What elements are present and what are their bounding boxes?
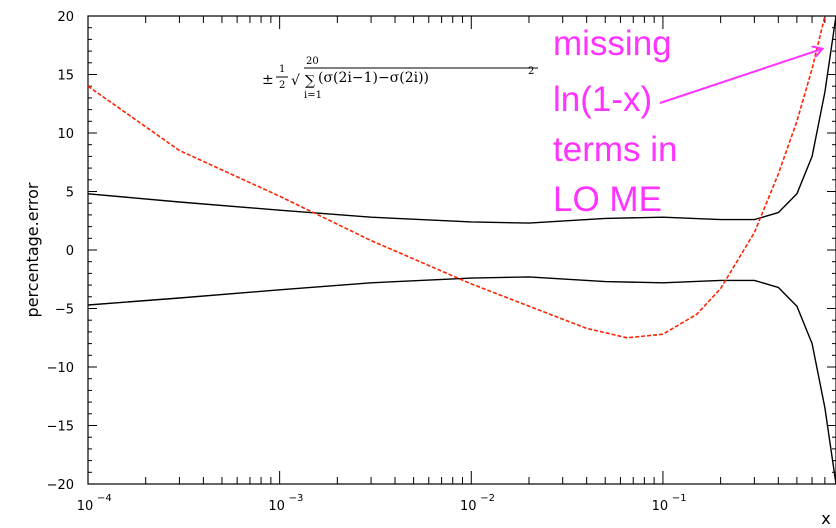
y-tick-label: −5 — [55, 303, 74, 318]
formula-sum-sym: ∑ — [305, 73, 315, 89]
x-tick-label-exponent: −2 — [480, 493, 495, 504]
annotation-line-3: terms in — [553, 130, 677, 169]
annotation-line-2: ln(1-x) — [553, 80, 652, 119]
annotation-arrow — [659, 49, 823, 104]
formula-sqrt: √ — [291, 73, 300, 89]
x-tick-label-exponent: −4 — [97, 493, 112, 504]
formula-pm: ± — [262, 72, 274, 88]
y-tick-label: 20 — [57, 10, 74, 25]
formula-frac-num: 1 — [279, 64, 285, 75]
y-tick-label: 0 — [66, 244, 74, 259]
formula-power: 2 — [528, 66, 534, 77]
formula-frac-den: 2 — [279, 80, 285, 91]
x-tick-label: 10 — [460, 499, 477, 514]
y-tick-label: 5 — [66, 186, 74, 201]
x-tick-label-exponent: −1 — [672, 493, 687, 504]
error-formula: ± 1 2 √ 20 ∑ i=1 (σ(2i−1)−σ(2i)) 2 — [262, 56, 538, 101]
annotation-line-1: missing — [553, 24, 672, 63]
formula-body: (σ(2i−1)−σ(2i)) — [318, 70, 429, 86]
annotation-line-4: LO ME — [553, 180, 662, 219]
formula-sum-bottom: i=1 — [304, 90, 322, 101]
tick-marks — [87, 15, 836, 485]
y-tick-label: 10 — [57, 127, 74, 142]
x-tick-label: 10 — [77, 499, 94, 514]
x-axis-label: x — [821, 509, 830, 528]
series-line-dashed — [87, 15, 826, 339]
series-layer — [87, 15, 836, 485]
series-line-solid-2 — [87, 276, 836, 485]
x-tick-labels: 10−410−310−210−1 — [77, 493, 687, 514]
x-tick-label-exponent: −3 — [289, 493, 304, 504]
formula-sum-top: 20 — [306, 56, 319, 67]
y-tick-labels: 20 15 10 5 0 −5 −10 −15 −20 — [47, 10, 74, 493]
x-tick-label: 10 — [268, 499, 285, 514]
missing-terms-annotation: missing ln(1-x) terms in LO ME — [553, 24, 823, 219]
y-tick-label: −20 — [47, 478, 74, 493]
y-tick-label: −15 — [47, 420, 74, 435]
plot-frame — [87, 15, 836, 485]
series-line-solid-1 — [87, 15, 836, 224]
y-axis-label: percentage.error — [23, 182, 42, 317]
y-tick-label: −10 — [47, 361, 74, 376]
x-tick-label: 10 — [652, 499, 669, 514]
y-tick-label: 15 — [57, 69, 74, 84]
